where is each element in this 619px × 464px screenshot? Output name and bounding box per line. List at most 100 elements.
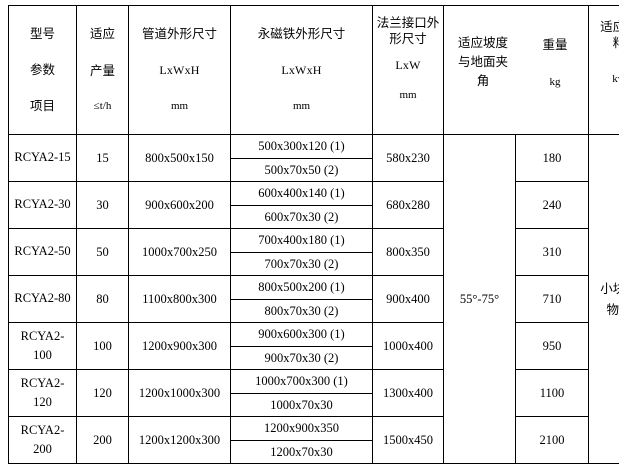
model-line: RCYA2- bbox=[9, 374, 76, 393]
header-cell-parameter-item: 型号 参数 项目 bbox=[9, 6, 77, 135]
material-line-1: 小块状 bbox=[589, 278, 619, 299]
cell-flange-size: 900x400 bbox=[373, 276, 444, 323]
model-line: RCYA2-50 bbox=[9, 242, 76, 261]
magnet-size-primary: 600x400x140 (1) bbox=[231, 182, 372, 206]
cell-weight: 710 bbox=[516, 276, 589, 323]
header-label-flange-unit: mm bbox=[399, 89, 416, 102]
magnet-size-primary: 700x400x180 (1) bbox=[231, 229, 372, 253]
cell-flange-size: 1300x400 bbox=[373, 370, 444, 417]
table-row: RCYA2- 100 100 1200x900x300 900x600x300 … bbox=[9, 323, 619, 370]
header-label-weight-group: 重量 kg bbox=[524, 38, 586, 89]
cell-capacity: 50 bbox=[77, 229, 129, 276]
cell-weight: 240 bbox=[516, 182, 589, 229]
header-label-magnet-unit: mm bbox=[293, 100, 310, 113]
model-line: RCYA2- bbox=[9, 421, 76, 440]
header-label-weight: 重量 bbox=[524, 38, 586, 52]
header-cell-pipe-dimensions: 管道外形尺寸 LxWxH mm bbox=[129, 6, 231, 135]
model-line: RCYA2-15 bbox=[9, 148, 76, 167]
cell-weight: 310 bbox=[516, 229, 589, 276]
cell-weight: 1100 bbox=[516, 370, 589, 417]
header-label-slope-3: 角 bbox=[450, 72, 516, 91]
cell-model: RCYA2- 120 bbox=[9, 370, 77, 417]
model-line: 100 bbox=[9, 346, 76, 365]
cell-pipe-size: 900x600x200 bbox=[129, 182, 231, 229]
header-label-material-2: 料 bbox=[613, 36, 619, 50]
cell-magnet-size: 700x400x180 (1) 700x70x30 (2) bbox=[231, 229, 373, 276]
cell-magnet-size: 900x600x300 (1) 900x70x30 (2) bbox=[231, 323, 373, 370]
header-label-capacity-1: 适应 bbox=[90, 27, 115, 41]
specification-table: 型号 参数 项目 适应 产量 ≤t/h 管道外形尺寸 LxWxH mm 永磁铁外… bbox=[8, 5, 619, 464]
cell-model: RCYA2-80 bbox=[9, 276, 77, 323]
header-label-capacity-unit: ≤t/h bbox=[94, 100, 112, 113]
header-label-slope-group: 适应坡度 与地面夹 角 bbox=[450, 34, 516, 90]
header-label-material-1: 适应物 bbox=[600, 20, 619, 34]
cell-capacity: 120 bbox=[77, 370, 129, 417]
cell-capacity: 30 bbox=[77, 182, 129, 229]
model-line: RCYA2-80 bbox=[9, 289, 76, 308]
header-label-pipe-formula: LxWxH bbox=[159, 64, 199, 78]
magnet-size-secondary: 700x70x30 (2) bbox=[231, 253, 372, 276]
header-label-weight-unit: kg bbox=[524, 76, 586, 89]
cell-pipe-size: 1200x1200x300 bbox=[129, 417, 231, 464]
cell-model: RCYA2- 100 bbox=[9, 323, 77, 370]
header-cell-material: 适应物 料 kw bbox=[589, 6, 619, 135]
cell-flange-size: 1000x400 bbox=[373, 323, 444, 370]
table-row: RCYA2-15 15 800x500x150 500x300x120 (1) … bbox=[9, 135, 619, 182]
table-row: RCYA2-80 80 1100x800x300 800x500x200 (1)… bbox=[9, 276, 619, 323]
material-line-2: 物料 bbox=[589, 299, 619, 320]
header-label-flange-title-1: 法兰接口外 bbox=[377, 16, 440, 30]
table-row: RCYA2-50 50 1000x700x250 700x400x180 (1)… bbox=[9, 229, 619, 276]
table-row: RCYA2- 200 200 1200x1200x300 1200x900x35… bbox=[9, 417, 619, 464]
cell-model: RCYA2-30 bbox=[9, 182, 77, 229]
cell-weight: 950 bbox=[516, 323, 589, 370]
header-label-material-unit: kw bbox=[612, 73, 619, 86]
cell-magnet-size: 500x300x120 (1) 500x70x50 (2) bbox=[231, 135, 373, 182]
header-label-magnet-formula: LxWxH bbox=[281, 64, 321, 78]
table-row: RCYA2-30 30 900x600x200 600x400x140 (1) … bbox=[9, 182, 619, 229]
cell-magnet-size: 1200x900x350 1200x70x30 bbox=[231, 417, 373, 464]
magnet-size-primary: 900x600x300 (1) bbox=[231, 323, 372, 347]
cell-flange-size: 800x350 bbox=[373, 229, 444, 276]
magnet-size-secondary: 800x70x30 (2) bbox=[231, 300, 372, 323]
model-line: 200 bbox=[9, 440, 76, 459]
header-cell-capacity: 适应 产量 ≤t/h bbox=[77, 6, 129, 135]
table-row: RCYA2- 120 120 1200x1000x300 1000x700x30… bbox=[9, 370, 619, 417]
cell-weight: 2100 bbox=[516, 417, 589, 464]
cell-magnet-size: 1000x700x300 (1) 1000x70x30 bbox=[231, 370, 373, 417]
cell-capacity: 80 bbox=[77, 276, 129, 323]
header-cell-flange-dimensions: 法兰接口外 形尺寸 LxW mm bbox=[373, 6, 444, 135]
magnet-size-primary: 500x300x120 (1) bbox=[231, 135, 372, 159]
cell-flange-size: 580x230 bbox=[373, 135, 444, 182]
header-label-item: 项目 bbox=[30, 99, 55, 113]
cell-pipe-size: 1000x700x250 bbox=[129, 229, 231, 276]
header-label-parameter: 参数 bbox=[30, 63, 55, 77]
magnet-size-secondary: 500x70x50 (2) bbox=[231, 159, 372, 182]
cell-magnet-size: 800x500x200 (1) 800x70x30 (2) bbox=[231, 276, 373, 323]
cell-model: RCYA2-50 bbox=[9, 229, 77, 276]
header-cell-slope-and-weight: 适应坡度 与地面夹 角 重量 kg bbox=[444, 6, 589, 135]
magnet-size-primary: 800x500x200 (1) bbox=[231, 276, 372, 300]
cell-weight: 180 bbox=[516, 135, 589, 182]
model-line: RCYA2- bbox=[9, 327, 76, 346]
model-line: RCYA2-30 bbox=[9, 195, 76, 214]
header-label-slope-2: 与地面夹 bbox=[450, 53, 516, 72]
cell-model: RCYA2-15 bbox=[9, 135, 77, 182]
header-label-slope-1: 适应坡度 bbox=[450, 34, 516, 53]
cell-pipe-size: 1200x900x300 bbox=[129, 323, 231, 370]
magnet-size-primary: 1200x900x350 bbox=[231, 417, 372, 441]
cell-capacity: 200 bbox=[77, 417, 129, 464]
header-label-flange-formula: LxW bbox=[395, 59, 420, 73]
cell-model: RCYA2- 200 bbox=[9, 417, 77, 464]
header-label-flange-title-2: 形尺寸 bbox=[389, 32, 427, 46]
cell-pipe-size: 1200x1000x300 bbox=[129, 370, 231, 417]
header-label-pipe-title: 管道外形尺寸 bbox=[142, 27, 217, 41]
header-label-pipe-unit: mm bbox=[171, 100, 188, 113]
magnet-size-secondary: 1200x70x30 bbox=[231, 441, 372, 464]
magnet-size-secondary: 600x70x30 (2) bbox=[231, 206, 372, 229]
cell-material: 小块状 物料 bbox=[589, 135, 619, 464]
table-header-row: 型号 参数 项目 适应 产量 ≤t/h 管道外形尺寸 LxWxH mm 永磁铁外… bbox=[9, 6, 619, 135]
cell-pipe-size: 800x500x150 bbox=[129, 135, 231, 182]
cell-flange-size: 1500x450 bbox=[373, 417, 444, 464]
cell-flange-size: 680x280 bbox=[373, 182, 444, 229]
magnet-size-secondary: 1000x70x30 bbox=[231, 394, 372, 417]
